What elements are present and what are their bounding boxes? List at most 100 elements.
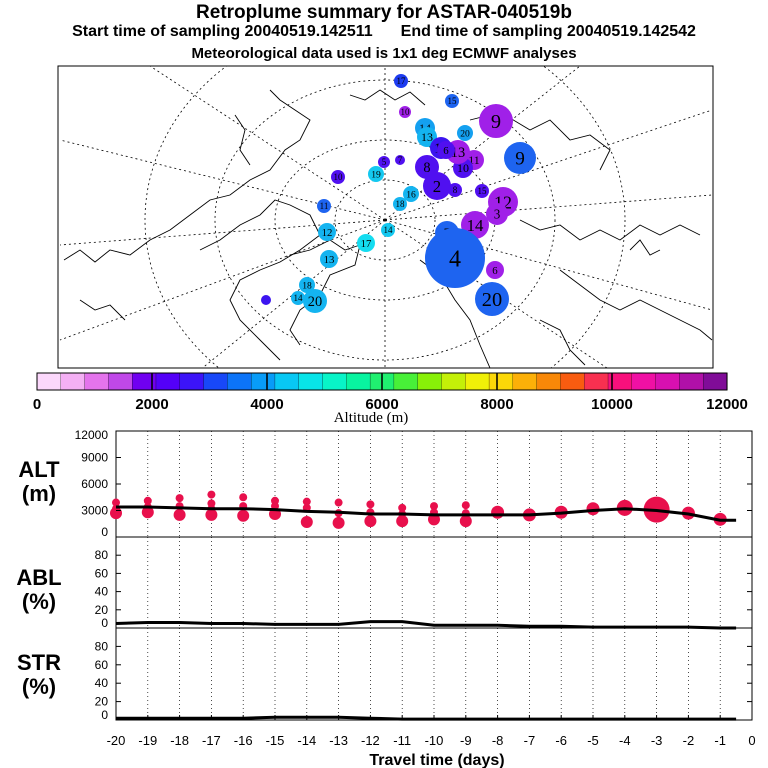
alt-y-tick-label: 0 — [101, 525, 108, 539]
plume-marker — [423, 172, 451, 200]
colorbar-swatch — [60, 372, 86, 391]
plume-marker — [320, 250, 338, 268]
alt-unit: (m) — [22, 481, 56, 506]
str-panel-frame — [115, 627, 753, 721]
plume-label: 12 — [322, 227, 333, 239]
plume-marker — [475, 184, 489, 198]
colorbar-swatch — [703, 372, 728, 391]
plume-label: 11 — [320, 201, 329, 211]
plume-marker — [486, 261, 504, 279]
alt-y-tick-label: 12000 — [75, 428, 109, 442]
colorbar-tick-label: 2000 — [135, 396, 168, 413]
colorbar-swatch — [36, 372, 62, 391]
plume-marker — [291, 291, 305, 305]
altitude-marker — [239, 493, 248, 502]
plume-label: 13 — [324, 254, 335, 266]
plume-label: 20 — [460, 128, 470, 139]
str-y-tick-label: 80 — [95, 639, 109, 653]
plume-marker — [448, 183, 462, 197]
colorbar-tick-label: 12000 — [706, 396, 748, 413]
start-time-label: Start time of sampling 20040519.142511 — [72, 23, 373, 40]
plume-label: 18 — [302, 280, 312, 291]
altitude-marker — [334, 498, 343, 507]
x-axis-title: Travel time (days) — [369, 752, 504, 768]
colorbar-swatch — [512, 372, 538, 391]
plume-marker — [399, 106, 411, 118]
str-y-tick-label: 60 — [95, 658, 109, 672]
plume-label: 6 — [443, 145, 449, 157]
end-time-label: End time of sampling 20040519.142542 — [400, 23, 696, 40]
map-frame — [57, 65, 714, 369]
x-tick-label: -14 — [297, 733, 316, 748]
plume-marker — [403, 186, 419, 202]
plume-marker — [299, 277, 315, 293]
plume-label: 8 — [423, 160, 430, 176]
altitude-marker — [364, 515, 377, 528]
colorbar-swatch — [298, 372, 324, 391]
colorbar-tick-label: 4000 — [250, 396, 283, 413]
colorbar-swatch — [393, 372, 419, 391]
plume-marker — [395, 155, 405, 165]
plume-markers: 1715910141320189111013651910821618121131… — [261, 74, 536, 316]
plume-marker — [378, 156, 390, 168]
colorbar-swatch — [155, 372, 181, 391]
colorbar-swatch — [227, 372, 252, 391]
plume-label: 9 — [491, 111, 501, 133]
abl-y-tick-label: 40 — [95, 585, 109, 599]
altitude-marker — [175, 494, 184, 503]
plume-label: 18 — [396, 199, 406, 209]
x-tick-label: -18 — [170, 733, 189, 748]
plume-label: 20 — [482, 289, 502, 311]
x-tick-label: -20 — [107, 733, 126, 748]
plume-label: 7 — [398, 155, 403, 165]
colorbar-swatch — [679, 372, 704, 391]
colorbar-swatch — [108, 372, 133, 391]
plume-label: 14 — [384, 225, 394, 235]
plume-label: 8 — [453, 185, 458, 195]
altitude-marker — [396, 515, 409, 528]
x-tick-label: -5 — [587, 733, 599, 748]
x-tick-label: -11 — [393, 733, 411, 748]
x-tick-label: -12 — [361, 733, 380, 748]
x-tick-label: -19 — [138, 733, 157, 748]
x-tick-label: -6 — [555, 733, 567, 748]
plume-marker — [357, 234, 375, 252]
met-data-label: Meteorological data used is 1x1 deg ECMW… — [191, 45, 577, 62]
altitude-marker — [143, 496, 152, 505]
plume-label: 14 — [294, 293, 304, 303]
abl-y-tick-label: 60 — [95, 566, 109, 580]
plume-label: 10 — [457, 161, 469, 175]
abl-panel-frame — [115, 536, 753, 629]
str-series-line — [116, 715, 737, 721]
x-tick-label: -13 — [329, 733, 348, 748]
abl-y-tick-label: 20 — [95, 603, 109, 617]
plume-marker — [475, 282, 509, 316]
altitude-marker — [491, 505, 505, 519]
altitude-marker — [207, 490, 216, 499]
str-y-tick-label: 40 — [95, 676, 109, 690]
str-label: STR — [17, 650, 61, 675]
colorbar-swatch — [584, 372, 609, 391]
x-tick-label: -7 — [524, 733, 536, 748]
abl-series-line — [115, 620, 737, 630]
plume-marker — [261, 295, 271, 305]
chart-title: Retroplume summary for ASTAR-040519b — [196, 2, 572, 23]
x-tick-label: -2 — [683, 733, 695, 748]
plume-marker — [368, 166, 384, 182]
alt-y-tick-label: 3000 — [81, 504, 108, 518]
plume-marker — [317, 199, 331, 213]
altitude-marker — [459, 515, 472, 528]
colorbar-swatch — [536, 372, 561, 391]
altitude-marker — [173, 508, 186, 521]
colorbar-tick-label: 6000 — [365, 396, 398, 413]
x-tick-label: -16 — [234, 733, 253, 748]
x-tick-label: -15 — [266, 733, 285, 748]
abl-y-tick-label: 0 — [101, 616, 108, 630]
plume-label: 9 — [515, 149, 525, 170]
alt-label: ALT — [18, 457, 60, 482]
plume-marker — [318, 223, 336, 241]
colorbar-swatch — [631, 372, 657, 391]
plume-label: 10 — [334, 172, 344, 182]
